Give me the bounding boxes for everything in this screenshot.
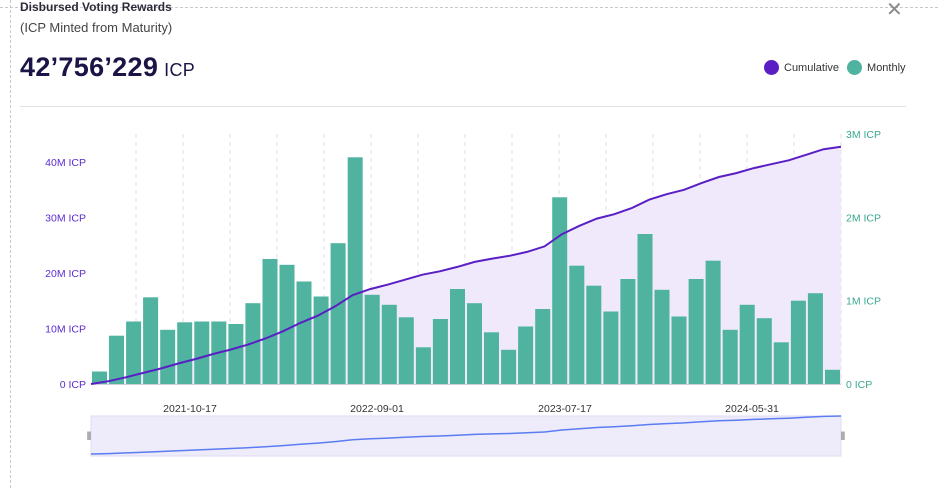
monthly-bar [313, 296, 329, 384]
monthly-bar [415, 347, 431, 384]
monthly-bar [586, 285, 602, 384]
monthly-bar [109, 335, 124, 384]
right-axis-tick-label: 0 ICP [846, 379, 872, 391]
legend-item-monthly[interactable]: Monthly [847, 60, 906, 75]
cumulative-line [90, 145, 842, 385]
monthly-bar [535, 309, 551, 384]
frame-border-left [0, 0, 11, 488]
x-axis-tick-label: 2024-05-31 [725, 403, 779, 415]
total-amount: 42’756’229 [20, 52, 159, 82]
left-axis-tick-label: 30M ICP [45, 213, 86, 225]
left-axis-tick-label: 40M ICP [45, 157, 86, 169]
cumulative-swatch [764, 60, 779, 75]
monthly-bar [364, 294, 380, 384]
monthly-bar [484, 332, 499, 384]
monthly-bar [398, 317, 414, 384]
left-axis-ticks: 0 ICP 10M ICP 20M ICP 30M ICP 40M ICP [45, 157, 86, 391]
chart-title: Disbursed Voting Rewards [20, 0, 172, 14]
left-axis-tick-label: 10M ICP [45, 324, 86, 336]
header-divider [20, 106, 906, 107]
monthly-bar [160, 329, 176, 384]
x-axis-tick-label: 2022-09-01 [350, 403, 404, 415]
monthly-bar [92, 371, 107, 384]
monthly-bars [92, 157, 840, 384]
chart-subtitle: (ICP Minted from Maturity) [20, 20, 173, 35]
monthly-bar [569, 265, 585, 384]
total-value: 42’756’229 ICP [20, 52, 195, 83]
legend-item-cumulative[interactable]: Cumulative [764, 60, 839, 75]
drag-handle-icon[interactable]: ‖ [87, 429, 92, 443]
right-axis-tick-label: 1M ICP [846, 296, 881, 308]
x-axis-tick-label: 2021-10-17 [163, 403, 217, 415]
monthly-bar [177, 322, 193, 384]
monthly-bar [654, 289, 670, 384]
monthly-bar [143, 297, 159, 384]
monthly-bar [756, 318, 772, 384]
right-axis-tick-label: 3M ICP [846, 129, 881, 141]
monthly-bar [381, 304, 397, 384]
monthly-bar [552, 197, 568, 384]
legend: Cumulative Monthly [764, 60, 906, 75]
monthly-bar [126, 321, 142, 384]
monthly-bar [688, 279, 704, 384]
monthly-bar [739, 304, 755, 384]
x-axis-tick-label: 2023-07-17 [538, 403, 592, 415]
legend-label-monthly: Monthly [867, 61, 906, 74]
monthly-bar [807, 293, 823, 384]
monthly-swatch [847, 60, 863, 75]
close-icon[interactable]: ✕ [886, 0, 903, 21]
monthly-bar [296, 281, 312, 384]
monthly-bar [620, 279, 636, 384]
monthly-bar [279, 264, 295, 384]
monthly-bar [501, 349, 517, 384]
monthly-bar [518, 326, 534, 384]
right-axis-ticks: 0 ICP 1M ICP 2M ICP 3M ICP [846, 129, 881, 391]
frame-border-top [0, 7, 938, 8]
navigator-line [90, 415, 842, 455]
left-axis-tick-label: 20M ICP [45, 268, 86, 280]
monthly-bar [825, 369, 840, 384]
drag-handle-icon[interactable]: ‖ [841, 429, 846, 443]
monthly-bar [228, 324, 244, 384]
monthly-bar [671, 316, 687, 384]
monthly-bar [262, 259, 278, 384]
monthly-bar [773, 342, 789, 384]
monthly-bar [637, 234, 653, 384]
legend-label-cumulative: Cumulative [784, 61, 840, 74]
x-axis-ticks: 2021-10-17 2022-09-01 2023-07-17 2024-05-31 [163, 403, 779, 415]
total-unit: ICP [164, 60, 196, 80]
left-axis-tick-label: 0 ICP [60, 379, 86, 391]
right-axis-tick-label: 2M ICP [846, 212, 881, 224]
monthly-bar [790, 300, 806, 384]
monthly-bar [705, 260, 721, 384]
monthly-bar [467, 303, 482, 384]
monthly-bar [330, 243, 346, 384]
monthly-bar [603, 311, 619, 384]
monthly-bar [194, 321, 210, 384]
monthly-bar [432, 319, 448, 384]
monthly-bar [347, 157, 363, 384]
monthly-bar [722, 329, 738, 384]
monthly-bar [450, 289, 465, 384]
range-navigator: ‖ ‖ [87, 415, 846, 457]
